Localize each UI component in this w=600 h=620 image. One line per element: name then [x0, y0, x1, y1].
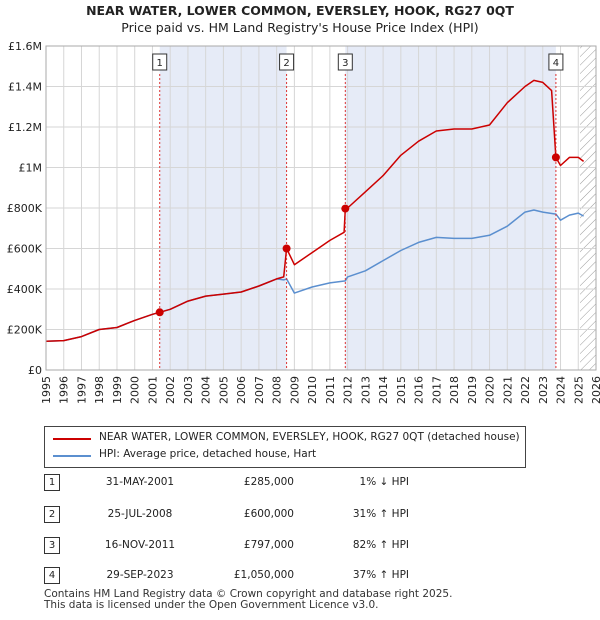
x-tick-label: 2000	[129, 376, 142, 404]
x-tick-label: 2005	[217, 376, 230, 404]
x-tick-label: 2010	[306, 376, 319, 404]
price-chart: 1995 1996 1997 1998 1999 2000 2001 2002 2003 2004…	[7, 40, 600, 404]
sale-point	[155, 308, 164, 317]
y-tick-label: £1.4M	[8, 81, 42, 94]
x-tick-label: 1995	[40, 376, 53, 404]
transaction-number: 2	[44, 506, 60, 523]
sale-marker-label: 1	[157, 58, 163, 69]
transaction-price: £285,000	[243, 476, 294, 488]
x-tick-label: 1999	[111, 376, 124, 404]
x-tick-label: 2026	[590, 376, 600, 404]
legend-label-hpi: HPI: Average price, detached house, Hart	[99, 448, 317, 460]
chart-title: NEAR WATER, LOWER COMMON, EVERSLEY, HOOK…	[86, 3, 514, 18]
footer: Contains HM Land Registry data © Crown c…	[44, 589, 452, 611]
sale-point	[341, 204, 350, 213]
transaction-row: 4 29-SEP-2023 £1,050,000 37% ↑ HPI	[44, 567, 524, 587]
y-tick-label: £800K	[7, 202, 43, 215]
x-tick-label: 1997	[75, 376, 88, 404]
x-tick-label: 2021	[501, 376, 514, 404]
legend: NEAR WATER, LOWER COMMON, EVERSLEY, HOOK…	[44, 426, 526, 468]
transaction-hpi: 31% ↑ HPI	[352, 508, 409, 520]
legend-swatch-price	[53, 438, 91, 440]
sale-point	[282, 244, 291, 253]
sale-marker-label: 4	[553, 58, 559, 69]
y-tick-label: £1.2M	[8, 121, 42, 134]
sale-marker-label: 2	[283, 58, 289, 69]
y-tick-label: £1M	[19, 162, 43, 175]
x-tick-label: 2018	[448, 376, 461, 404]
transaction-hpi: 37% ↑ HPI	[352, 569, 409, 581]
x-tick-label: 1998	[93, 376, 106, 404]
x-tick-label: 1996	[58, 376, 71, 404]
legend-swatch-hpi	[53, 455, 91, 457]
x-tick-label: 2008	[271, 376, 284, 404]
x-tick-label: 2007	[253, 376, 266, 404]
footer-licence: This data is licensed under the Open Gov…	[44, 599, 379, 611]
x-tick-label: 2017	[430, 376, 443, 404]
transaction-date: 31-MAY-2001	[105, 476, 175, 488]
sale-marker-box	[279, 53, 295, 71]
x-tick-label: 2002	[164, 376, 177, 404]
sale-point	[551, 153, 560, 162]
x-tick-label: 2003	[182, 376, 195, 404]
transaction-row: 1 31-MAY-2001 £285,000 1% ↓ HPI	[44, 474, 524, 494]
x-tick-label: 2019	[466, 376, 479, 404]
x-tick-label: 2004	[200, 376, 213, 404]
transaction-date: 16-NOV-2011	[104, 539, 176, 551]
sale-marker-box	[548, 53, 564, 71]
transaction-hpi: 82% ↑ HPI	[352, 539, 409, 551]
y-tick-label: £1.6M	[8, 40, 42, 53]
x-tick-label: 2009	[288, 376, 301, 404]
transaction-number: 4	[44, 567, 60, 584]
chart-subtitle: Price paid vs. HM Land Registry's House …	[121, 20, 479, 35]
x-tick-label: 2001	[146, 376, 159, 404]
sale-marker-label: 3	[342, 58, 348, 69]
transaction-number: 1	[44, 474, 60, 491]
x-tick-label: 2025	[572, 376, 585, 404]
y-tick-label: £400K	[7, 283, 43, 296]
y-tick-label: £600K	[7, 243, 43, 256]
x-tick-label: 2012	[342, 376, 355, 404]
transaction-row: 2 25-JUL-2008 £600,000 31% ↑ HPI	[44, 506, 524, 526]
transaction-hpi: 1% ↓ HPI	[359, 476, 409, 488]
transaction-row: 3 16-NOV-2011 £797,000 82% ↑ HPI	[44, 537, 524, 557]
plot-frame	[45, 45, 597, 371]
transaction-number: 3	[44, 537, 60, 554]
x-tick-label: 2022	[519, 376, 532, 404]
transaction-date: 29-SEP-2023	[106, 569, 174, 581]
x-tick-label: 2006	[235, 376, 248, 404]
footer-copyright: Contains HM Land Registry data © Crown c…	[44, 588, 453, 600]
x-tick-label: 2016	[413, 376, 426, 404]
transaction-price: £1,050,000	[233, 569, 294, 581]
x-tick-label: 2014	[377, 376, 390, 404]
x-tick-label: 2020	[484, 376, 497, 404]
x-tick-label: 2024	[555, 376, 568, 404]
legend-label-price: NEAR WATER, LOWER COMMON, EVERSLEY, HOOK…	[99, 431, 520, 443]
sale-marker-box	[152, 53, 168, 71]
x-tick-label: 2023	[537, 376, 550, 404]
x-tick-label: 2011	[324, 376, 337, 404]
transaction-date: 25-JUL-2008	[107, 508, 173, 520]
y-tick-label: £200K	[7, 324, 43, 337]
x-tick-label: 2015	[395, 376, 408, 404]
x-tick-label: 2013	[359, 376, 372, 404]
y-tick-label: £0	[28, 364, 42, 377]
transaction-price: £797,000	[243, 539, 294, 551]
sale-marker-box	[337, 53, 353, 71]
transaction-price: £600,000	[243, 508, 294, 520]
